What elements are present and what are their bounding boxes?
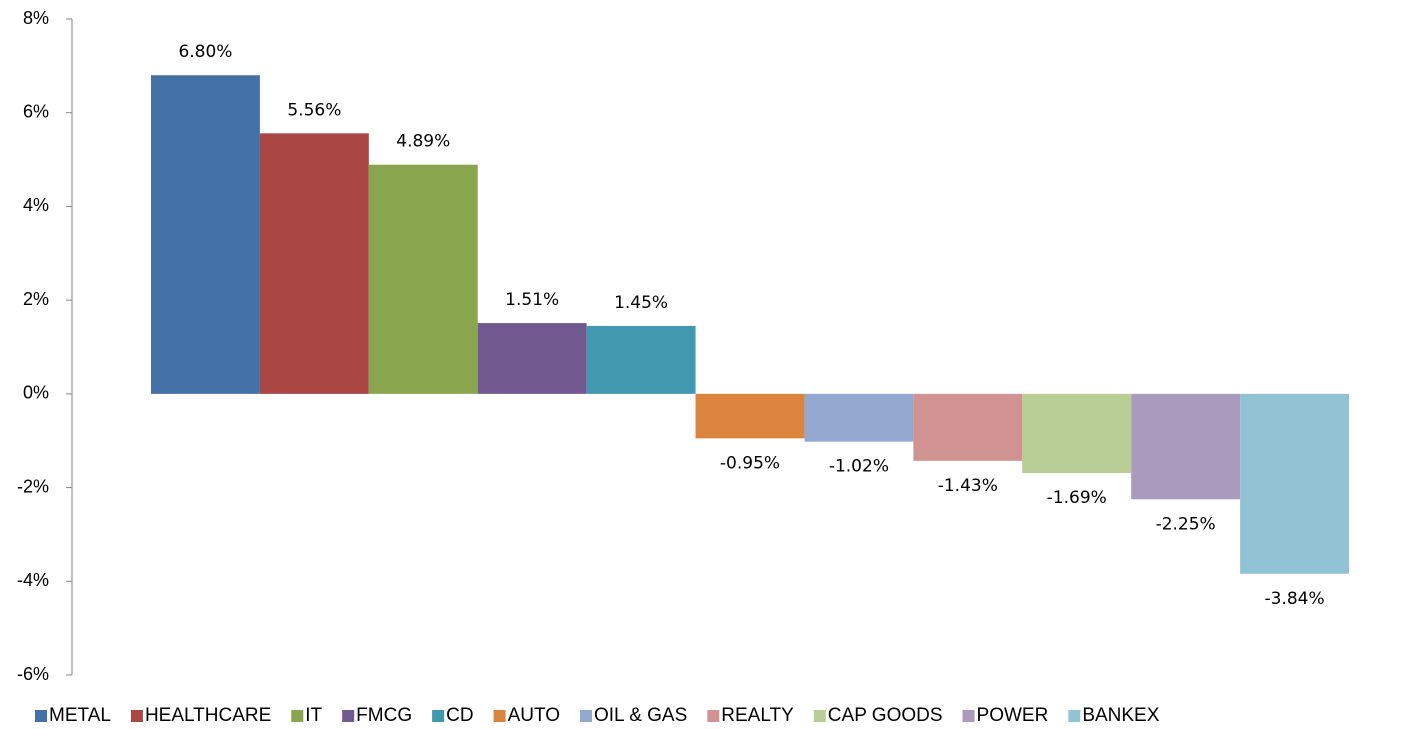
value-label: -3.84% [1264, 589, 1324, 609]
legend-swatch [962, 710, 975, 722]
legend-swatch [35, 710, 47, 722]
legend-label: CD [446, 705, 473, 726]
legend-label: AUTO [508, 705, 560, 726]
y-tick-label: 6% [23, 101, 49, 121]
y-tick-label: 0% [23, 383, 49, 403]
legend-label: OIL & GAS [594, 705, 687, 726]
y-tick-label: 8% [23, 8, 49, 28]
bar [1131, 393, 1241, 500]
bar [1240, 393, 1349, 574]
legend-label: POWER [977, 705, 1049, 726]
y-tick-label: -2% [17, 476, 49, 496]
bar [477, 323, 587, 394]
bar [586, 325, 696, 394]
legend-swatch [342, 710, 355, 722]
legend-label: FMCG [356, 705, 412, 726]
value-label: -2.25% [1156, 514, 1216, 534]
legend-label: REALTY [721, 705, 794, 726]
legend-swatch [707, 710, 720, 722]
legend-label: METAL [49, 705, 111, 726]
legend-swatch [130, 710, 143, 722]
value-label: 5.56% [287, 100, 341, 120]
bar [804, 393, 914, 442]
value-label: 1.45% [614, 293, 668, 313]
bar [151, 75, 260, 394]
legend-swatch [813, 710, 826, 722]
legend-label: BANKEX [1082, 705, 1159, 726]
value-label: 6.80% [178, 42, 232, 62]
legend-swatch [493, 710, 506, 722]
value-label: -0.95% [720, 453, 780, 473]
legend-label: CAP GOODS [828, 705, 943, 726]
legend-swatch [1068, 710, 1081, 722]
bar [368, 164, 478, 394]
bar [1022, 393, 1132, 474]
legend-swatch [291, 710, 304, 722]
bar [913, 393, 1023, 461]
value-label: 4.89% [396, 132, 450, 152]
bar [259, 133, 369, 394]
value-label: 1.51% [505, 290, 559, 310]
y-tick-label: -4% [17, 570, 49, 590]
value-label: -1.02% [829, 457, 889, 477]
value-label: -1.43% [938, 476, 998, 496]
y-tick-label: 4% [23, 195, 49, 215]
bar [695, 393, 805, 439]
value-label: -1.69% [1047, 488, 1107, 508]
legend-swatch [580, 710, 592, 722]
y-tick-label: -6% [17, 664, 49, 684]
legend-label: HEALTHCARE [145, 705, 271, 726]
legend-swatch [432, 710, 445, 722]
legend-label: IT [305, 705, 322, 726]
y-tick-label: 2% [23, 289, 49, 309]
